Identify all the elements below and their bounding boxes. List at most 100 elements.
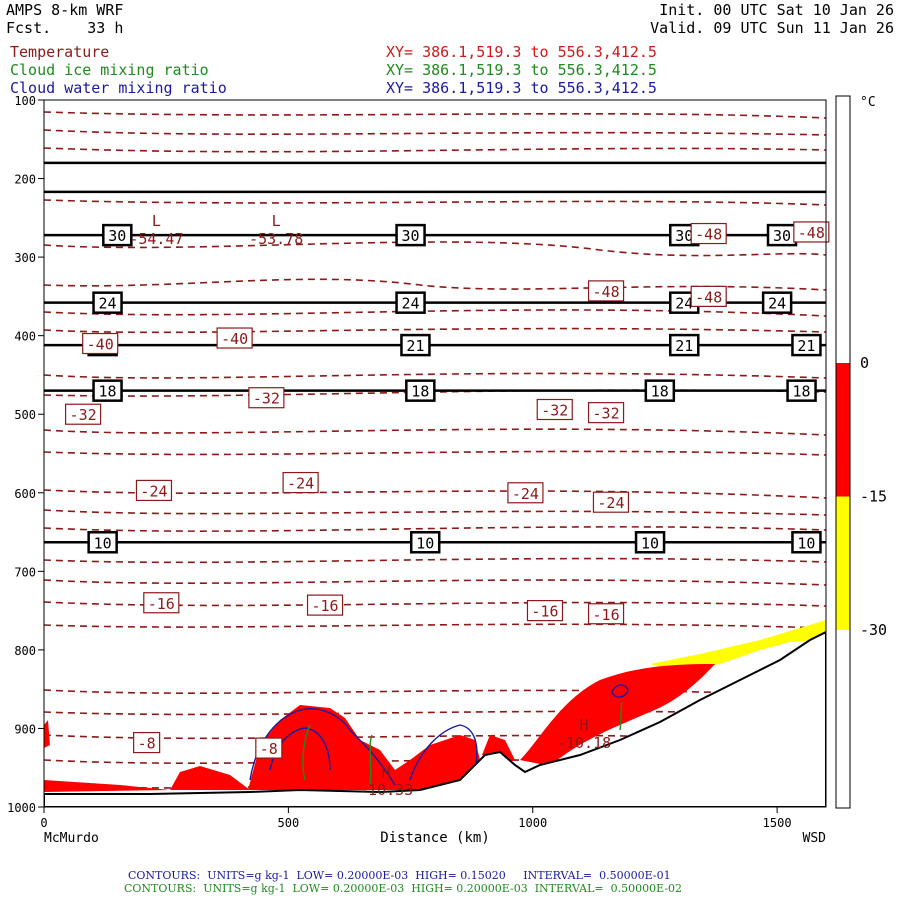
level-label: 18 — [99, 383, 117, 401]
terrain — [44, 630, 826, 807]
y-tick-label: 900 — [14, 722, 36, 736]
y-tick-label: 800 — [14, 644, 36, 658]
colorbar-segment — [836, 96, 850, 363]
extremum-value: -53.78 — [249, 230, 303, 248]
isotherm-contour — [44, 579, 826, 586]
colorbar: °C 0 -15 -30 — [835, 95, 887, 809]
temperature-label-box — [507, 482, 544, 504]
init-time: Init. 00 UTC Sat 10 Jan 26 — [659, 1, 894, 19]
temperature-label-box — [82, 332, 119, 355]
temperature-label: -8 — [138, 735, 156, 753]
cloud-ice-contour — [302, 724, 311, 781]
x-axis-left-label: McMurdo — [44, 831, 99, 846]
yellow-shading — [650, 620, 826, 672]
level-label-box — [634, 531, 666, 554]
temperature-label-box — [592, 491, 630, 513]
temperature-label-box — [526, 600, 564, 622]
level-label: 10 — [797, 534, 815, 552]
extrema-labels: L-54.47L-53.78H-10.33H-10.18 — [129, 212, 611, 799]
level-label: 30 — [675, 227, 693, 245]
extremum-symbol: H — [382, 763, 391, 781]
level-label: 30 — [773, 227, 791, 245]
isotherm-contour — [44, 111, 826, 119]
isotherm-contour — [44, 689, 826, 697]
level-label-box — [761, 291, 793, 314]
x-axis-title: Distance (km) — [380, 830, 490, 846]
footer-cloud-ice: CONTOURS: UNITS=g kg-1 LOW= 0.20000E-03 … — [124, 882, 683, 895]
y-tick-label: 400 — [14, 330, 36, 344]
extremum-symbol: H — [580, 716, 589, 734]
colorbar-frame — [835, 95, 851, 809]
level-label-box — [791, 531, 822, 554]
level-label-box — [409, 531, 441, 554]
level-label: 18 — [651, 383, 669, 401]
y-tick-label: 200 — [14, 173, 36, 187]
y-tick-label: 300 — [14, 251, 36, 265]
colorbar-label: -15 — [860, 488, 887, 506]
extremum-symbol: L — [152, 212, 161, 230]
level-label: 18 — [793, 383, 811, 401]
temperature-label-box — [143, 592, 180, 614]
isotherm-contour — [44, 759, 701, 766]
model-title: AMPS 8-km WRF — [6, 1, 124, 19]
temperature-label-box — [248, 387, 285, 409]
temperature-label-box — [135, 479, 173, 502]
x-tick-label: 500 — [278, 816, 300, 830]
level-label: 24 — [768, 295, 786, 313]
field-temperature-name: Temperature — [10, 43, 110, 61]
temperature-label: -16 — [531, 603, 558, 621]
level-label: 30 — [402, 227, 420, 245]
isotherm-contour — [44, 601, 826, 607]
level-label-box — [92, 379, 123, 402]
temperature-labels: -40 -40 -48 -48 -48 -48 -32 -32 -32 -32 -24 -24 -24 -… — [64, 221, 830, 759]
temperature-label-box — [282, 471, 319, 494]
temperature-label: -48 — [695, 226, 722, 244]
level-label-box — [395, 291, 426, 314]
field-ice-name: Cloud ice mixing ratio — [10, 61, 209, 79]
temperature-label-box — [133, 731, 161, 754]
temperature-label: -40 — [221, 330, 248, 348]
colorbar-label: 0 — [860, 354, 869, 372]
level-label-box — [405, 379, 436, 402]
isotherm-contour — [44, 278, 826, 291]
temperature-contours — [44, 111, 826, 807]
temperature-label: -32 — [593, 405, 620, 423]
level-label: 21 — [797, 337, 815, 355]
temperature-label: -32 — [541, 402, 568, 420]
level-label-box — [92, 291, 123, 314]
red-shading-edge — [44, 720, 50, 748]
temperature-label-box — [216, 327, 253, 349]
footer-cloud-water: CONTOURS: UNITS=g kg-1 LOW= 0.20000E-03 … — [128, 869, 671, 882]
temperature-label: -24 — [287, 475, 314, 493]
y-axis: 100 200 300 400 500 600 700 800 900 1000 — [7, 94, 44, 815]
temperature-label-box — [690, 222, 727, 245]
extremum-value: -10.33 — [359, 781, 413, 799]
temperature-label-box — [587, 603, 625, 625]
temperature-label-box — [64, 403, 102, 425]
red-shading-left — [170, 766, 250, 790]
isotherm-contour — [44, 372, 826, 379]
forecast-hour: Fcst. 33 h — [6, 19, 124, 37]
temperature-label: -16 — [148, 595, 175, 613]
y-tick-label: 1000 — [7, 801, 36, 815]
temperature-label-box — [306, 594, 344, 616]
level-label-box — [791, 333, 822, 357]
valid-time: Valid. 09 UTC Sun 11 Jan 26 — [650, 19, 894, 37]
field-temperature-xy: XY= 386.1,519.3 to 556.3,412.5 — [386, 43, 657, 61]
isotherm-contour — [44, 327, 826, 334]
level-label: 18 — [411, 383, 429, 401]
red-shading-base — [44, 780, 170, 792]
level-label: 30 — [108, 227, 126, 245]
temperature-label-box — [690, 285, 727, 307]
isotherm-contour — [44, 428, 826, 436]
colorbar-segment — [836, 496, 850, 630]
temperature-label: -16 — [311, 597, 338, 615]
extremum-value: -54.47 — [129, 230, 183, 248]
level-label: 10 — [641, 534, 659, 552]
isotherm-contour — [44, 450, 826, 456]
temperature-label: -24 — [140, 482, 167, 500]
level-label-box — [87, 531, 118, 554]
terrain-surface — [44, 630, 826, 807]
x-tick-label: 0 — [40, 816, 47, 830]
